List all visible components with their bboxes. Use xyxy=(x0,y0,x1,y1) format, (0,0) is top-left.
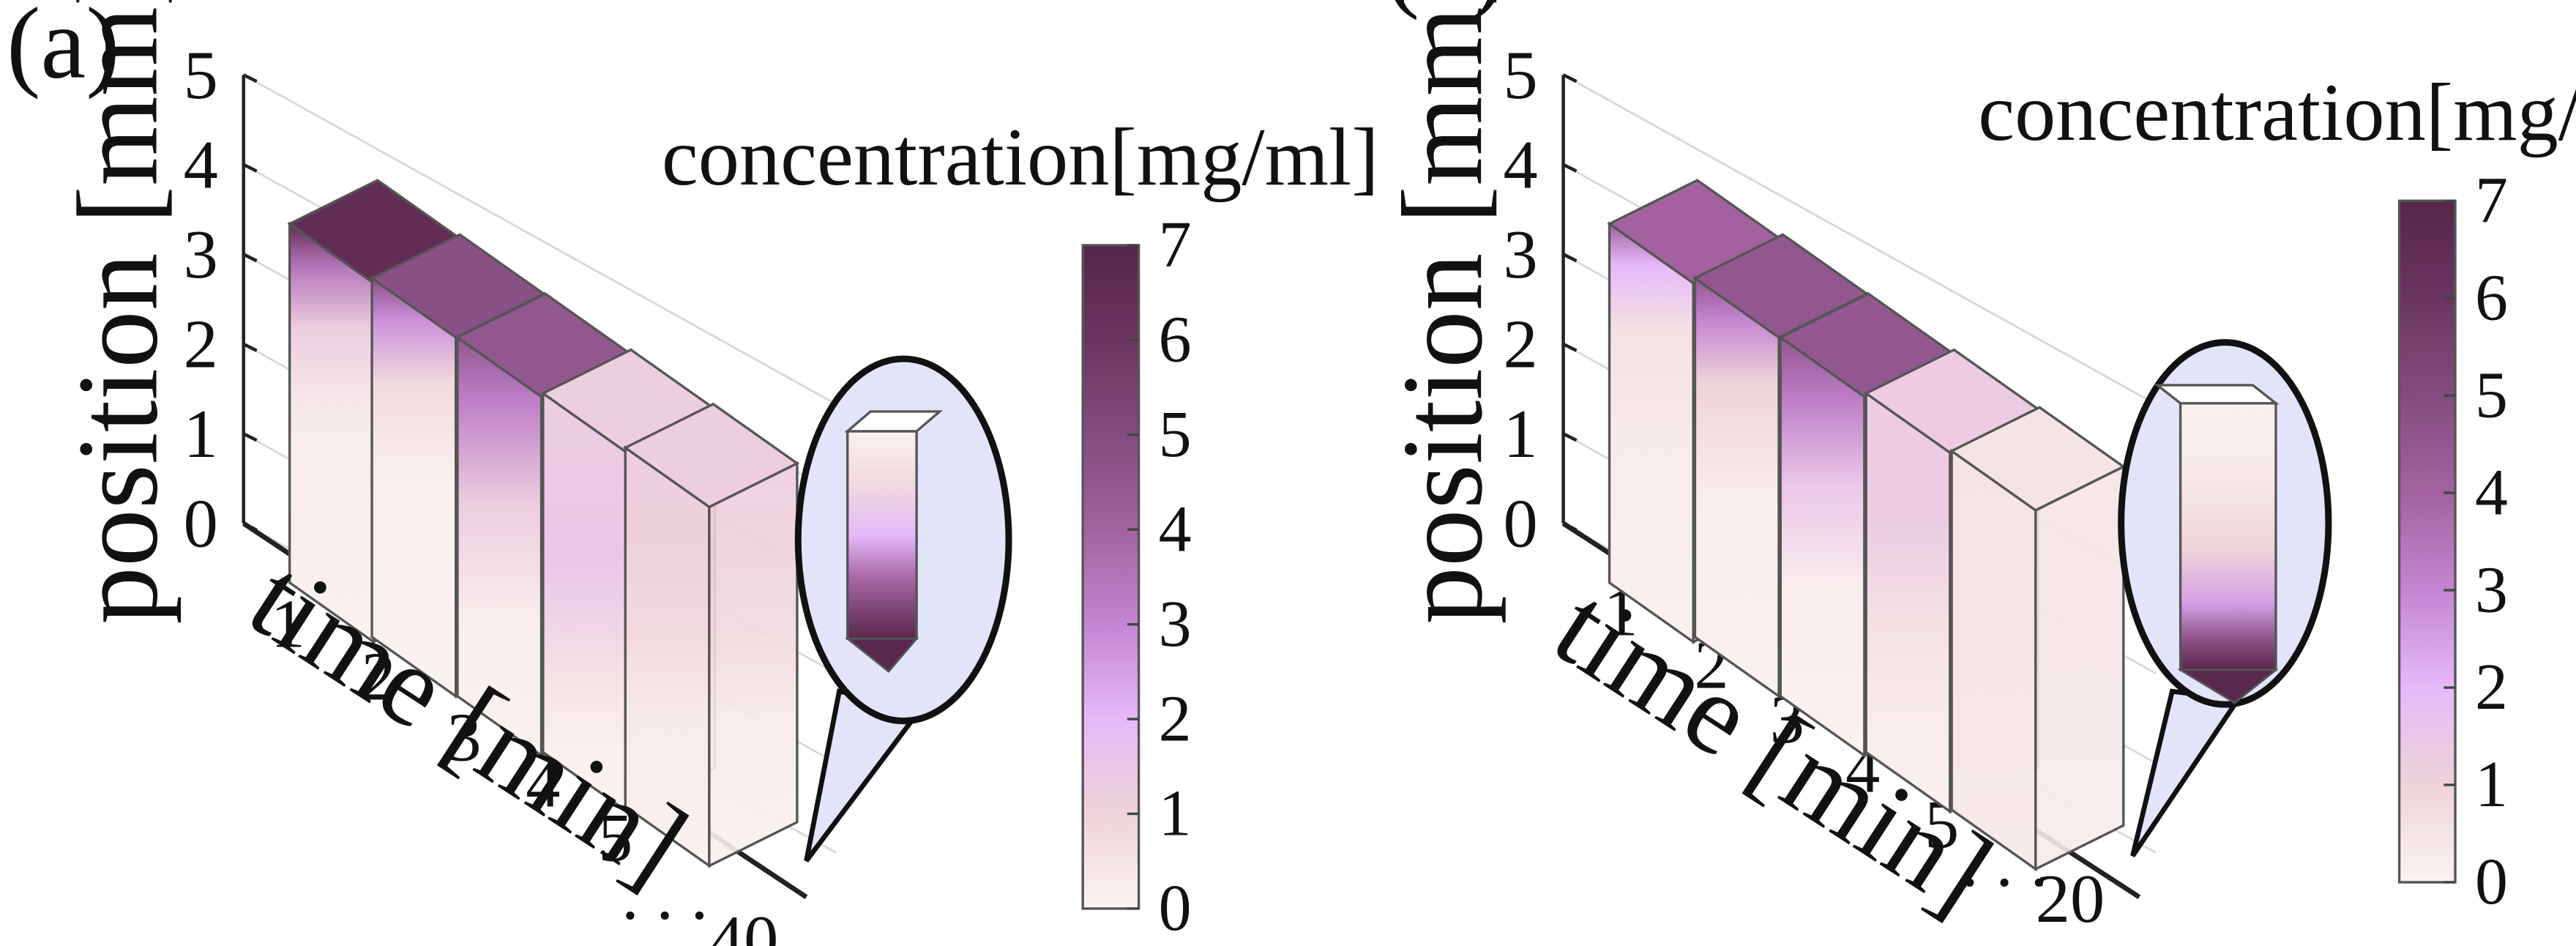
colorbar-tick-label: 1 xyxy=(1159,778,1192,850)
x-tick-label: 2 xyxy=(361,638,395,715)
y-tick-label: 0 xyxy=(184,485,218,562)
colorbar-tick-label: 6 xyxy=(2475,261,2508,334)
x-tick-label: 1 xyxy=(271,586,305,662)
zoom-bar-bottom xyxy=(844,637,919,674)
y-tick-label: 0 xyxy=(1504,485,1538,562)
y-tick-label: 1 xyxy=(184,396,218,472)
y-tick-mark xyxy=(1562,342,1578,352)
y-tick-mark xyxy=(1562,432,1578,442)
zoom-bar xyxy=(844,410,944,674)
zoom-bar-bottom xyxy=(2176,668,2279,704)
colorbar-title: concentration[mg/ml] xyxy=(1978,67,2576,158)
colorbar-tick-label: 0 xyxy=(1159,872,1192,945)
colorbar-tick-label: 3 xyxy=(2475,554,2508,626)
bar-5 xyxy=(622,402,800,868)
bar-5 xyxy=(1949,406,2127,872)
colorbar-tick-label: 7 xyxy=(1159,209,1192,281)
panel-label: (a) xyxy=(7,0,120,100)
y-tick-mark xyxy=(1562,253,1578,263)
x-tick-final: 20 xyxy=(2036,861,2105,937)
y-tick-label: 2 xyxy=(1504,306,1538,382)
y-tick-label: 2 xyxy=(184,306,218,382)
colorbar-tick-label: 4 xyxy=(2475,456,2508,529)
y-tick-mark xyxy=(242,432,258,442)
zoom-bar-top xyxy=(844,410,944,433)
x-tick-label: 3 xyxy=(447,700,481,776)
x-tick-ellipsis: . . . xyxy=(621,857,708,934)
zoom-bar-face xyxy=(846,430,918,640)
colorbar-tick-label: 6 xyxy=(1159,304,1192,376)
colorbar-tick-label: 3 xyxy=(1159,588,1192,660)
y-tick-mark xyxy=(242,342,258,352)
colorbar xyxy=(1081,244,1140,910)
colorbar-tick-label: 2 xyxy=(1159,682,1192,755)
bar-side xyxy=(2034,464,2125,871)
y-axis-title: position [mm] xyxy=(1379,0,1507,625)
y-tick-mark xyxy=(242,73,258,83)
y-axis-title: position [mm] xyxy=(55,0,182,625)
colorbar-tick-label: 0 xyxy=(2475,846,2508,918)
y-tick-label: 4 xyxy=(1504,127,1538,203)
y-tick-label: 3 xyxy=(1504,217,1538,293)
colorbar-tick-label: 2 xyxy=(2475,651,2508,723)
panel-label: (b) xyxy=(1386,0,1505,21)
colorbar-tick-label: 7 xyxy=(2475,164,2508,236)
colorbar-tick-label: 5 xyxy=(1159,398,1192,471)
zoom-pointer xyxy=(2130,688,2243,857)
y-tick-label: 1 xyxy=(1504,396,1538,472)
zoom-bar-face xyxy=(2179,402,2277,671)
y-tick-mark xyxy=(1562,73,1578,83)
colorbar-tick-label: 5 xyxy=(2475,359,2508,431)
y-tick-label: 5 xyxy=(184,37,218,113)
x-tick-final: 40 xyxy=(709,902,778,946)
grid-line xyxy=(243,74,837,406)
zoom-bar xyxy=(2154,384,2280,704)
y-tick-mark xyxy=(242,253,258,263)
colorbar-tick-label: 4 xyxy=(1159,493,1192,565)
y-tick-mark xyxy=(242,163,258,173)
y-tick-mark xyxy=(1562,163,1578,173)
bar-top xyxy=(622,402,800,509)
y-tick-label: 4 xyxy=(184,127,218,203)
colorbar-title: concentration[mg/ml] xyxy=(662,112,1379,203)
y-tick-label: 3 xyxy=(184,217,218,293)
colorbar-tick-label: 1 xyxy=(2475,748,2508,821)
zoom-bar-top xyxy=(2154,384,2280,405)
grid-line xyxy=(1562,74,2157,406)
y-tick-label: 5 xyxy=(1504,37,1538,113)
bar-side xyxy=(708,461,799,868)
colorbar xyxy=(2397,199,2457,884)
